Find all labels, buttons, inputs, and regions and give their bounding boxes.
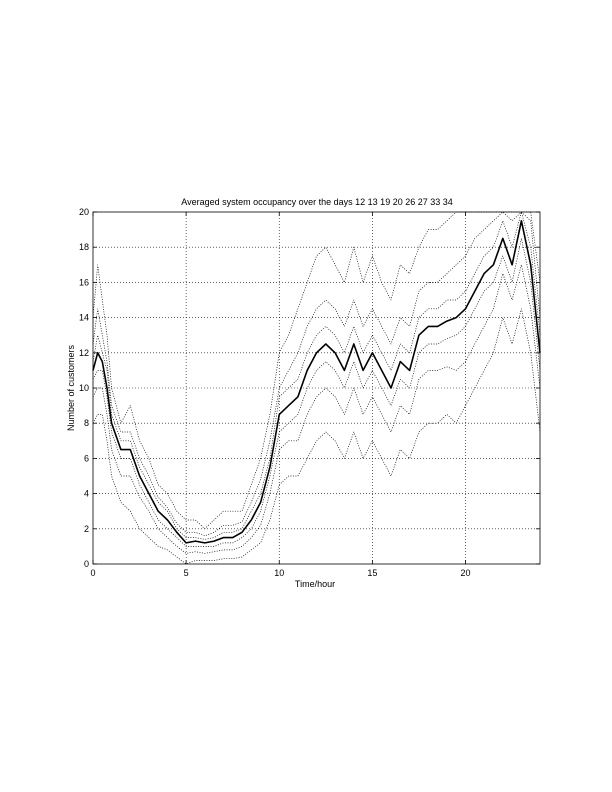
x-tick-labels: 0 5 10 15 20 xyxy=(90,568,470,578)
y-axis-label: Number of customers xyxy=(66,344,76,431)
day-occupancy-line xyxy=(92,238,541,547)
y-tick-label: 18 xyxy=(79,242,89,252)
day-occupancy-line xyxy=(92,264,541,554)
y-tick-label: 20 xyxy=(79,207,89,217)
axis-ticks xyxy=(92,211,540,565)
average-occupancy-line xyxy=(92,220,541,544)
y-tick-label: 12 xyxy=(79,348,89,358)
day-occupancy-line xyxy=(92,308,541,565)
x-tick-label: 20 xyxy=(460,568,470,578)
y-tick-label: 14 xyxy=(79,313,89,323)
y-tick-label: 0 xyxy=(84,559,89,569)
y-tick-label: 8 xyxy=(84,418,89,428)
y-tick-labels: 0 2 4 6 8 10 12 14 16 18 20 xyxy=(79,207,89,569)
x-tick-label: 15 xyxy=(367,568,377,578)
y-tick-label: 6 xyxy=(84,453,89,463)
y-tick-label: 4 xyxy=(84,489,89,499)
series-layer xyxy=(92,211,541,565)
y-tick-label: 2 xyxy=(84,524,89,534)
y-tick-label: 10 xyxy=(79,383,89,393)
x-tick-label: 10 xyxy=(274,568,284,578)
x-tick-label: 5 xyxy=(184,568,189,578)
chart-title: Averaged system occupancy over the days … xyxy=(181,197,453,207)
grid-lines xyxy=(93,212,540,564)
x-tick-label: 0 xyxy=(90,568,95,578)
x-axis-label: Time/hour xyxy=(295,579,335,589)
y-tick-label: 16 xyxy=(79,277,89,287)
